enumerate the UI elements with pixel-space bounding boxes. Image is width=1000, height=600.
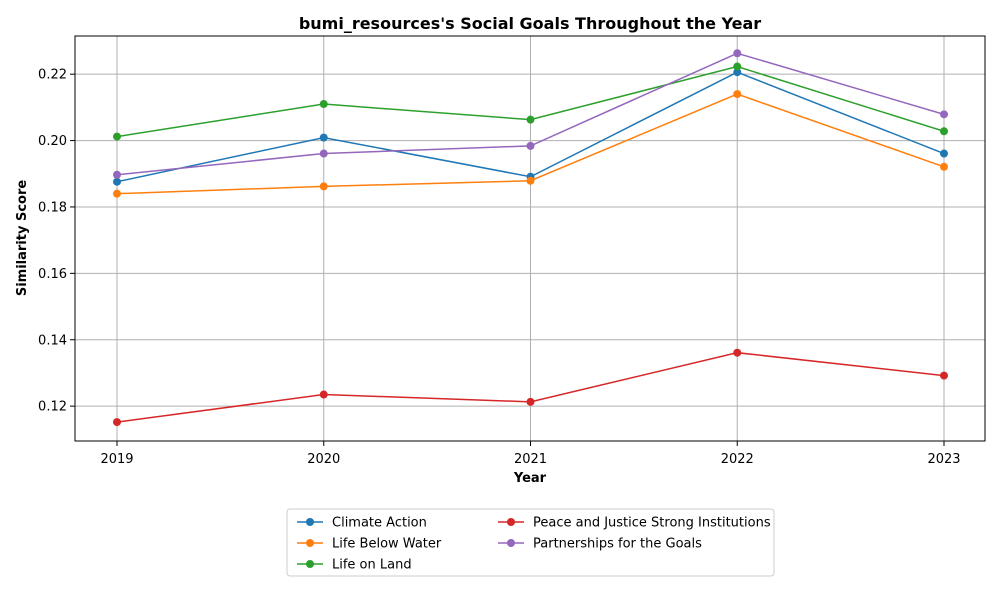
y-tick-label: 0.18 — [38, 200, 67, 215]
x-axis: 2019 2020 2021 2022 2023 — [100, 441, 961, 467]
data-point — [940, 110, 948, 119]
data-point — [940, 371, 948, 380]
data-point — [526, 176, 535, 185]
legend-marker — [507, 518, 515, 526]
data-point — [113, 132, 121, 141]
data-point — [733, 348, 742, 357]
legend-marker — [306, 560, 314, 568]
data-point — [733, 90, 742, 99]
data-point — [526, 397, 535, 406]
data-point — [113, 418, 121, 427]
legend-label: Partnerships for the Goals — [533, 537, 702, 552]
y-axis-label: Similarity Score — [15, 180, 30, 297]
x-tick-label: 2022 — [721, 452, 754, 467]
y-tick-label: 0.20 — [38, 134, 67, 149]
legend-marker — [306, 539, 314, 547]
legend-marker — [306, 518, 314, 526]
data-point — [733, 62, 742, 71]
legend-label: Climate Action — [332, 516, 427, 531]
y-tick-label: 0.12 — [38, 400, 67, 415]
x-tick-label: 2021 — [514, 452, 547, 467]
legend-item: Life Below Water — [297, 537, 442, 552]
data-point — [940, 162, 948, 171]
legend-item: Life on Land — [297, 558, 412, 573]
series-layer — [113, 49, 948, 427]
data-point — [940, 127, 948, 136]
x-axis-label: Year — [513, 471, 547, 486]
legend-item: Peace and Justice Strong Institutions — [498, 516, 771, 531]
data-point — [319, 149, 328, 158]
y-tick-label: 0.22 — [38, 68, 67, 83]
series-1 — [113, 90, 948, 198]
series-3 — [113, 348, 948, 427]
data-point — [319, 182, 328, 191]
series-2 — [113, 62, 948, 141]
legend-label: Peace and Justice Strong Institutions — [533, 516, 771, 531]
grid — [75, 36, 985, 441]
x-tick-label: 2020 — [307, 452, 340, 467]
data-point — [319, 390, 328, 399]
data-point — [526, 115, 535, 124]
y-tick-label: 0.14 — [38, 333, 67, 348]
legend-label: Life on Land — [332, 558, 412, 573]
legend-marker — [507, 539, 515, 547]
y-tick-label: 0.16 — [38, 267, 67, 282]
data-point — [733, 49, 742, 58]
legend-frame — [286, 508, 775, 577]
legend: Climate Action Life Below Water Life on La… — [286, 508, 775, 577]
legend-item: Climate Action — [297, 516, 427, 531]
legend-item: Partnerships for the Goals — [498, 537, 702, 552]
y-axis: 0.12 0.14 0.16 0.18 0.20 0.22 — [38, 68, 75, 415]
data-point — [733, 68, 742, 77]
data-point — [319, 100, 328, 109]
data-point — [113, 170, 121, 179]
data-point — [319, 133, 328, 142]
x-tick-label: 2019 — [100, 452, 133, 467]
series-4 — [113, 49, 948, 179]
data-point — [940, 149, 948, 158]
data-point — [113, 189, 121, 198]
legend-label: Life Below Water — [332, 537, 442, 552]
x-tick-label: 2023 — [927, 452, 960, 467]
chart-title: bumi_resources's Social Goals Throughout… — [299, 14, 761, 33]
data-point — [526, 141, 535, 150]
data-point — [113, 177, 121, 186]
